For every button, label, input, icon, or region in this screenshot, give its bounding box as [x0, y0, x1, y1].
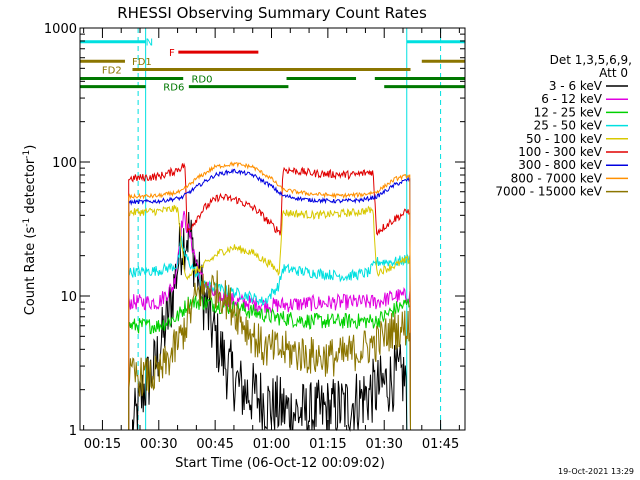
chart-title: RHESSI Observing Summary Count Rates [117, 4, 427, 22]
legend-label-8: 7000 - 15000 keV [495, 185, 602, 199]
flag-label-f: F [169, 48, 175, 59]
series-line-3 [128, 235, 411, 431]
flag-label-fd2: FD2 [102, 66, 122, 77]
series-line-8 [128, 270, 411, 431]
legend-label-0: 3 - 6 keV [549, 79, 603, 93]
legend-label-3: 25 - 50 keV [534, 119, 603, 133]
legend-title: Det 1,3,5,6,9, [550, 53, 632, 67]
legend-label-7: 800 - 7000 keV [511, 171, 603, 185]
legend-label-4: 50 - 100 keV [526, 132, 603, 146]
y-tick-label: 100 [52, 156, 77, 171]
legend-subtitle: Att 0 [599, 66, 628, 80]
y-tick-label: 1 [69, 424, 77, 439]
flag-label-rd0: RD0 [191, 74, 212, 85]
legend-label-1: 6 - 12 keV [541, 92, 603, 106]
series-line-6 [128, 168, 411, 431]
y-tick-label: 1000 [44, 22, 77, 37]
flag-label-fd1: FD1 [132, 57, 152, 68]
legend-label-6: 300 - 800 keV [518, 158, 602, 172]
flag-bars: N F FD1 FD2 RD0 RD6 [80, 38, 465, 94]
x-tick-label: 00:45 [196, 437, 233, 452]
series-line-0 [132, 211, 408, 432]
legend-label-5: 100 - 300 keV [518, 145, 602, 159]
flag-label-n: N [146, 38, 153, 49]
series-line-5 [128, 162, 411, 431]
series-line-1 [128, 210, 411, 431]
y-tick-label: 10 [60, 290, 77, 305]
x-tick-label: 01:45 [422, 437, 459, 452]
series-group [128, 161, 411, 432]
timestamp: 19-Oct-2021 13:29 [558, 467, 634, 476]
x-tick-label: 00:15 [84, 437, 121, 452]
series-line-4 [128, 204, 411, 431]
axes: 1 10 100 1000 00:15 00:30 00:45 01:00 01:15 01:30… [44, 22, 466, 452]
legend-label-2: 12 - 25 keV [534, 105, 603, 119]
series-line-7 [128, 161, 411, 431]
x-tick-label: 01:00 [253, 437, 290, 452]
x-tick-label: 01:15 [309, 437, 346, 452]
flag-label-rd6: RD6 [163, 83, 184, 94]
series-line-2 [128, 294, 411, 431]
x-tick-label: 00:30 [140, 437, 177, 452]
plot-frame [79, 27, 466, 431]
x-axis-label: Start Time (06-Oct-12 00:09:02) [175, 456, 385, 471]
y-axis-label: Count Rate (s-1 detector-1) [22, 145, 38, 316]
x-tick-label: 01:30 [365, 437, 402, 452]
